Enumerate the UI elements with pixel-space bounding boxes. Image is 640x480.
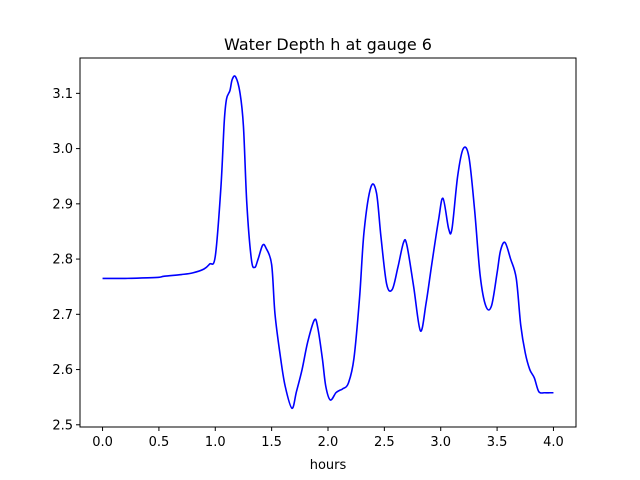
y-tick-label: 2.8 xyxy=(52,253,73,268)
y-tick-label: 2.7 xyxy=(52,308,73,323)
x-tick-label: 1.0 xyxy=(205,435,226,450)
y-tick-label: 2.5 xyxy=(52,418,73,433)
x-tick-label: 0.5 xyxy=(149,435,170,450)
x-tick-label: 1.5 xyxy=(261,435,282,450)
x-tick-label: 4.0 xyxy=(543,435,564,450)
axes-frame xyxy=(79,57,577,428)
x-tick-label: 3.0 xyxy=(430,435,451,450)
y-tick-label: 3.0 xyxy=(52,142,73,157)
series-line-0 xyxy=(102,75,554,410)
x-tick-label: 2.5 xyxy=(374,435,395,450)
x-tick-label: 0.0 xyxy=(92,435,113,450)
y-tick-label: 2.9 xyxy=(52,197,73,212)
x-tick-label: 3.5 xyxy=(487,435,508,450)
y-axis: 2.5 2.6 2.7 2.8 2.9 3.0 3.1 xyxy=(52,87,80,433)
x-axis-label: hours xyxy=(310,458,347,473)
chart-title: Water Depth h at gauge 6 xyxy=(224,35,432,54)
x-tick-label: 2.0 xyxy=(318,435,339,450)
y-tick-label: 3.1 xyxy=(52,87,73,102)
plot-area xyxy=(102,75,554,410)
y-tick-label: 2.6 xyxy=(52,363,73,378)
x-axis: 0.0 0.5 1.0 1.5 2.0 2.5 3.0 3.5 4.0 xyxy=(92,427,564,450)
